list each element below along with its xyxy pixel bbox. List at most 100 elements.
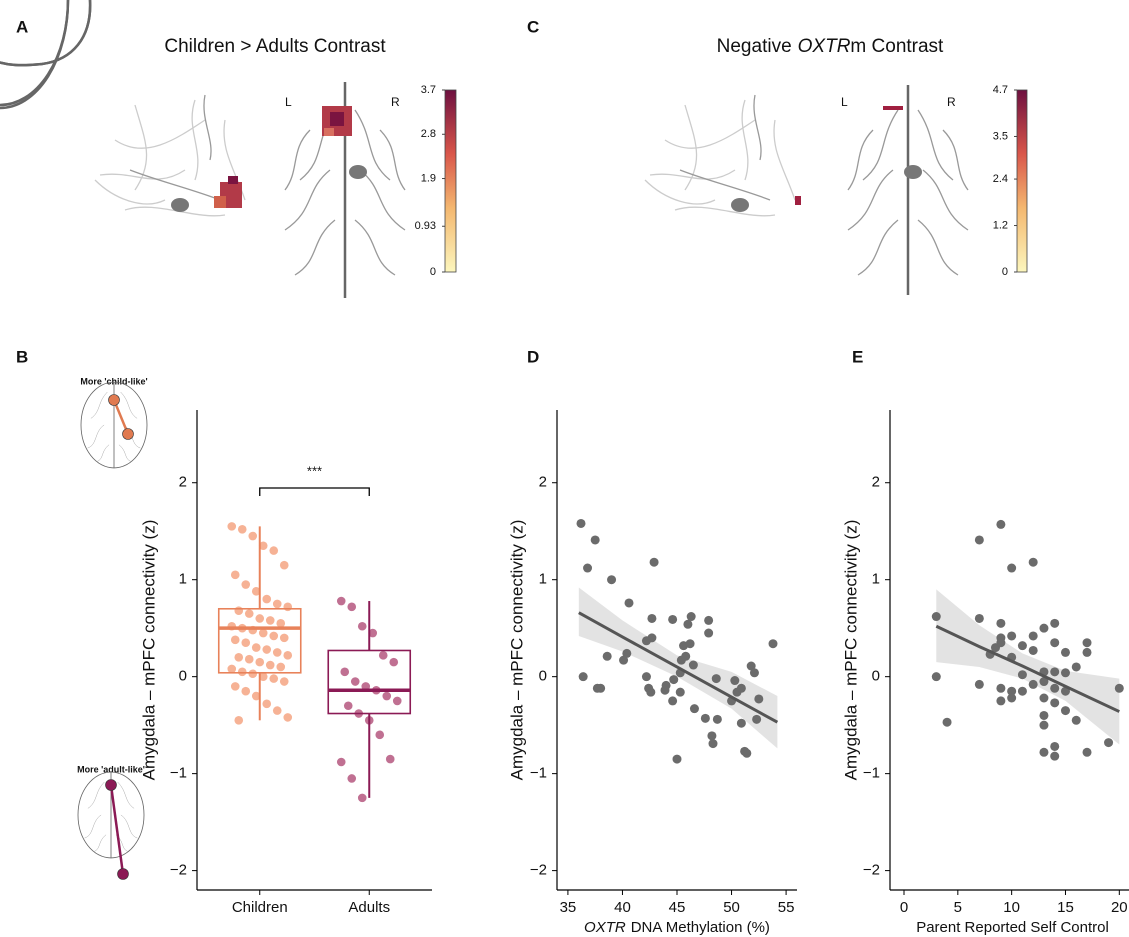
data-point [1007, 693, 1017, 703]
x-tick-label: 35 [560, 899, 577, 916]
colorbar [1016, 89, 1028, 273]
data-point [279, 560, 289, 570]
y-axis-label: Amygdala – mPFC connectivity (z) [139, 520, 158, 781]
colorbar-tick-label: 2.4 [993, 173, 1008, 185]
data-point [704, 615, 714, 625]
data-point [736, 683, 746, 693]
activation-blob [214, 196, 226, 208]
connection [112, 399, 130, 435]
data-point [251, 643, 261, 652]
data-point [237, 667, 247, 677]
brain-outline [0, 0, 70, 107]
data-point [1017, 686, 1027, 696]
data-point [1082, 747, 1092, 757]
sulcus [84, 814, 102, 839]
panel-label: E [852, 347, 863, 366]
seed-region [349, 165, 367, 179]
data-point [234, 652, 244, 662]
data-point [1114, 683, 1124, 693]
data-point [234, 716, 244, 725]
sulcus [679, 169, 771, 201]
x-tick-label: 55 [778, 899, 795, 916]
data-point [283, 713, 293, 722]
seed-region [904, 165, 922, 179]
data-point [1039, 677, 1049, 687]
data-point [742, 748, 752, 758]
data-point [283, 651, 293, 660]
data-point [258, 672, 268, 681]
x-axis-label: Parent Reported Self Control [916, 919, 1109, 936]
sulcus [99, 169, 186, 180]
sulcus [114, 119, 206, 149]
data-point [1028, 557, 1038, 567]
activation-blob [330, 112, 344, 126]
data-point [681, 651, 691, 661]
activation-blob [324, 128, 334, 136]
data-point [1050, 751, 1060, 761]
data-point [230, 635, 240, 645]
significance-bracket [259, 487, 370, 496]
data-point [347, 602, 357, 612]
data-point [1039, 693, 1049, 703]
sulcus [87, 781, 105, 809]
y-tick-label: −2 [170, 862, 187, 879]
data-point [974, 535, 984, 545]
sulcus [284, 129, 311, 191]
data-point [255, 657, 265, 667]
activation-blob [795, 196, 801, 205]
box [217, 607, 302, 674]
data-point [974, 679, 984, 689]
x-label-text: Parent Reported Self Control [916, 919, 1109, 936]
data-point [251, 587, 261, 596]
data-point [1028, 631, 1038, 641]
data-point [1050, 683, 1060, 693]
data-point [590, 535, 600, 545]
sulcus [354, 109, 391, 181]
data-point [272, 648, 282, 657]
sulcus [942, 129, 969, 191]
data-point [996, 519, 1006, 529]
node [117, 868, 129, 880]
data-point [689, 704, 699, 714]
seed-region [171, 198, 189, 212]
sulcus [741, 99, 749, 181]
data-point [1071, 662, 1081, 672]
data-point [357, 793, 367, 803]
regression-line [935, 624, 1120, 713]
data-point [378, 651, 388, 660]
data-point [1039, 720, 1049, 730]
data-point [269, 674, 279, 683]
inset-label: More 'child-like' [80, 376, 147, 386]
colorbar-tick-label: 1.2 [993, 219, 1008, 231]
sulcus [94, 179, 166, 205]
data-point [248, 669, 258, 679]
panel-title: Negative OXTRm Contrast [717, 36, 944, 57]
sulcus [120, 391, 138, 419]
sulcus [649, 169, 736, 180]
y-tick-label: −2 [863, 862, 880, 879]
data-point [931, 612, 941, 622]
data-point [641, 672, 651, 682]
data-point [668, 696, 678, 706]
colorbar-tick-label: 0 [430, 266, 436, 278]
sulcus [644, 179, 716, 205]
brain-outline [0, 0, 92, 67]
data-point [1050, 667, 1060, 677]
data-point [683, 619, 693, 629]
data-point [974, 613, 984, 623]
data-point [336, 757, 346, 767]
data-point [227, 522, 237, 531]
sulcus [847, 169, 894, 231]
sulcus [120, 814, 138, 839]
x-tick-label: 15 [1057, 899, 1074, 916]
data-point [244, 654, 254, 664]
data-point [392, 696, 402, 706]
data-point [1104, 738, 1114, 748]
data-point [607, 575, 617, 585]
data-point [1039, 747, 1049, 757]
data-point [686, 612, 696, 622]
data-point [596, 683, 606, 693]
data-point [602, 651, 612, 661]
panel-label: D [527, 347, 539, 366]
